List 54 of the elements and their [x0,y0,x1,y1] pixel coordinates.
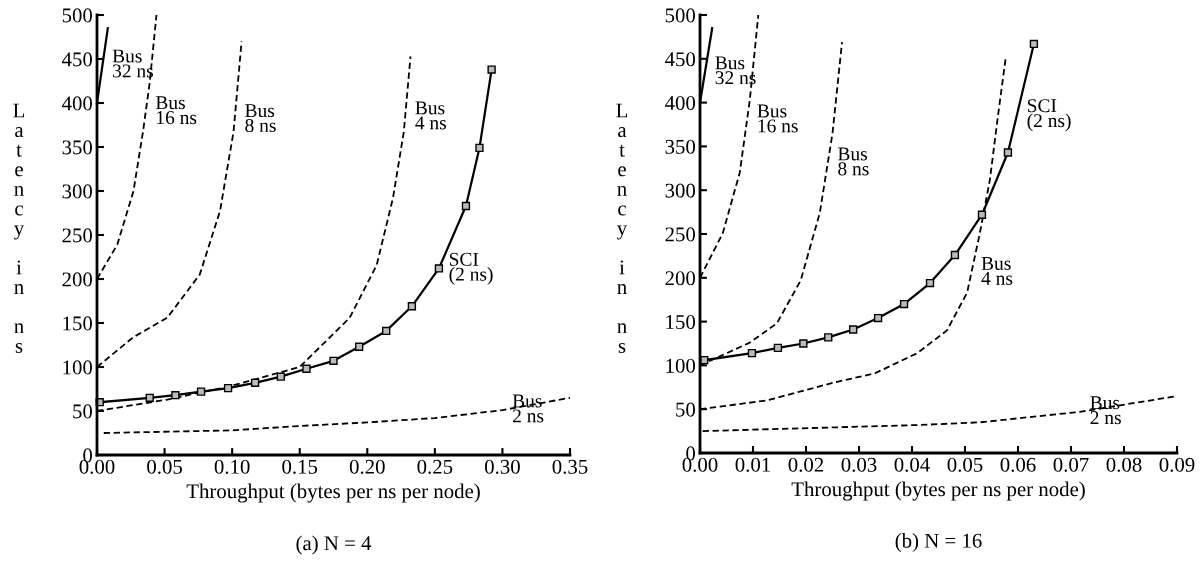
annotation: Bus 16 ns [757,104,798,133]
annotation: SCI (2 ns) [1027,99,1071,132]
annotation: Bus 2 ns [1090,396,1121,425]
x-tick-label: 0.20 [349,459,385,474]
x-tick-label: 0.02 [788,457,824,472]
annotation: Bus 2 ns [512,394,544,423]
y-tick-label: 200 [665,271,696,286]
y-tick-label: 350 [62,140,93,155]
y-tick-label: 300 [62,184,93,199]
annotation: Bus 4 ns [415,101,447,130]
annotation: Bus 32 ns [112,49,154,78]
text: Latency in ns [13,103,25,353]
x-tick-label: 0.25 [417,459,453,474]
y-tick-label: 200 [62,272,93,287]
x-tick-label: 0.05 [947,457,983,472]
x-tick-label: 0.05 [147,459,182,474]
x-tick-label: 0.10 [214,459,250,474]
y-tick-label: 250 [62,228,93,243]
y-tick-label: 450 [664,52,696,67]
y-tick-label: 350 [665,139,696,154]
x-tick-label: 0.06 [1000,457,1036,472]
x-tick-label: 0.35 [552,459,588,474]
y-tick-label: 50 [73,404,93,419]
text: (b) N = 16 [895,533,982,552]
annotation: Bus 32 ns [715,56,756,85]
y-tick-label: 400 [664,95,696,111]
y-tick-label: 450 [61,52,93,67]
y-tick-label: 400 [61,96,93,111]
text: Latency in ns [616,103,628,353]
y-tick-label: 100 [63,360,93,375]
annotation: SCI (2 ns) [449,252,493,285]
x-tick-label: 0.09 [1159,457,1195,472]
y-tick-label: 150 [63,316,93,331]
x-axis-title: Throughput (bytes per ns per node) [791,481,1085,501]
y-tick-label: 50 [676,402,696,417]
annotation: Bus 8 ns [245,104,276,133]
y-tick-label: 100 [666,358,696,373]
y-tick-label: 150 [666,314,696,330]
annotation: Bus 4 ns [981,257,1013,285]
x-tick-label: 0.01 [735,457,770,472]
text: (a) N = 4 [296,535,372,555]
x-axis-title: Throughput (bytes per ns per node) [186,483,480,503]
y-tick-label: 500 [665,8,696,23]
x-tick-label: 0.08 [1106,457,1142,472]
x-tick-label: 0.03 [841,457,877,472]
x-tick-label: 0.15 [282,459,318,474]
annotation: Bus 8 ns [838,147,869,176]
y-tick-label: 250 [665,227,696,242]
y-tick-label: 300 [665,183,696,198]
annotation: Bus 16 ns [155,96,197,125]
x-tick-label: 0.30 [484,459,520,474]
y-tick-label: 500 [62,8,93,23]
x-tick-label: 0.07 [1053,457,1089,472]
x-tick-label: 0.04 [894,457,930,472]
